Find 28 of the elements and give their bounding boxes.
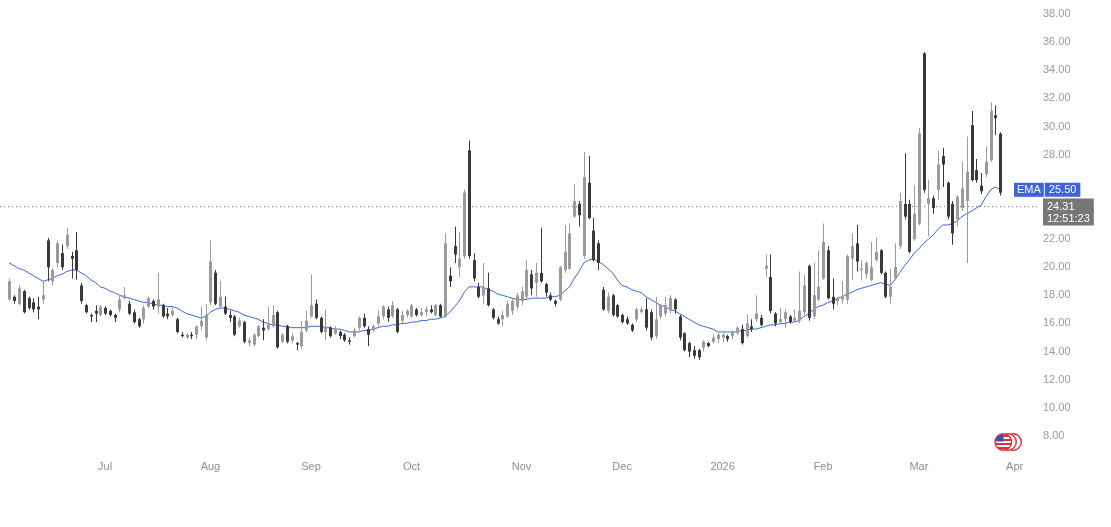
y-tick-label: 14.00 [1043, 344, 1071, 357]
y-tick-label: 20.00 [1043, 260, 1071, 273]
x-tick-label: Feb [813, 459, 833, 472]
y-tick-label: 36.00 [1043, 35, 1071, 48]
y-tick-label: 18.00 [1043, 288, 1071, 301]
x-tick-label: Sep [301, 459, 321, 472]
text: 25.50 [1048, 182, 1077, 195]
y-tick-label: 34.00 [1043, 63, 1071, 76]
x-tick-label: 2026 [710, 459, 735, 472]
y-tick-label: 32.00 [1043, 91, 1071, 104]
y-tick-label: 10.00 [1043, 400, 1071, 413]
y-tick-label: 28.00 [1043, 147, 1071, 160]
x-tick-label: Mar [909, 459, 929, 472]
y-tick-label: 16.00 [1043, 316, 1071, 329]
legend-label: EMA [1017, 182, 1042, 195]
x-tick-label: Nov [511, 459, 532, 472]
candlestick [994, 105, 997, 135]
y-tick-label: 8.00 [1043, 429, 1065, 442]
x-tick-label: Aug [200, 459, 221, 472]
x-tick-label: Jul [98, 459, 113, 472]
x-tick-label: Dec [612, 459, 633, 472]
ref-line-label: 24.31 12:51:23 [1047, 199, 1090, 224]
y-tick-label: 38.00 [1043, 7, 1071, 20]
y-tick-label: 30.00 [1043, 119, 1071, 132]
y-tick-label: 22.00 [1043, 232, 1071, 245]
x-tick-label: Oct [402, 459, 421, 472]
x-tick-label: Apr [1006, 459, 1024, 472]
y-tick-label: 12.00 [1043, 372, 1071, 385]
